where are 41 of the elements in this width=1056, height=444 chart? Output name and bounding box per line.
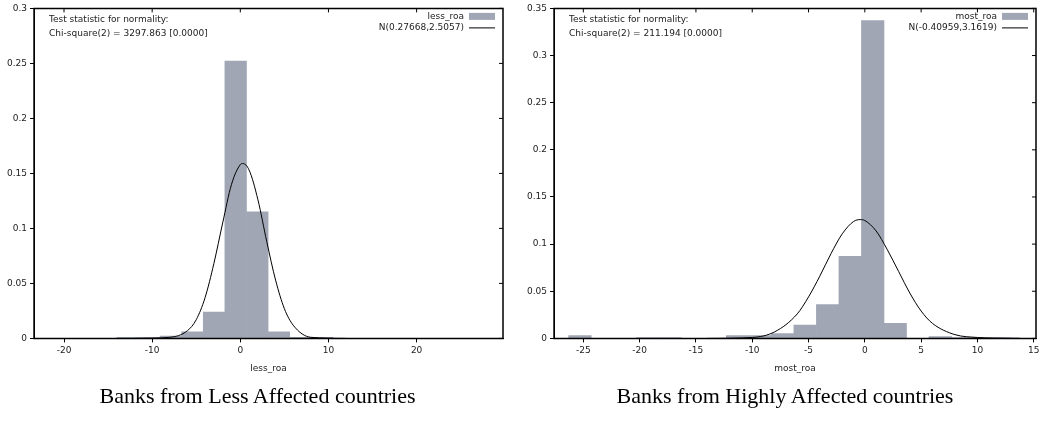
y-tick-label: 0.2 xyxy=(532,144,548,155)
y-tick-label: 0.05 xyxy=(526,285,548,296)
x-tick-label: 5 xyxy=(918,345,925,356)
legend-label: less_roa xyxy=(427,10,464,21)
annotation: Test statistic for normality: xyxy=(48,13,169,24)
y-tick-label: 0.1 xyxy=(532,238,548,249)
x-tick-label: -5 xyxy=(804,345,814,356)
y-tick-label: 0.15 xyxy=(526,191,548,202)
x-tick-label: -20 xyxy=(632,345,648,356)
x-tick-label: -10 xyxy=(144,345,160,356)
x-tick-label: 20 xyxy=(410,345,423,356)
x-tick-label: 0 xyxy=(861,345,868,356)
y-tick-label: 0 xyxy=(21,332,28,343)
legend-label: most_roa xyxy=(955,10,997,21)
annotation: Chi-square(2) = 3297.863 [0.0000] xyxy=(49,27,208,38)
x-tick-label: -10 xyxy=(744,345,760,356)
text: Banks from Highly Affected countries xyxy=(615,383,955,409)
x-tick-label: 15 xyxy=(1028,345,1040,356)
y-tick-label: 0.35 xyxy=(526,2,548,13)
annotation: Chi-square(2) = 211.194 [0.0000] xyxy=(569,27,723,38)
y-tick-label: 0.05 xyxy=(6,277,28,288)
y-tick-label: 0.1 xyxy=(12,222,28,233)
text: Banks from Less Affected countries xyxy=(98,383,417,409)
y-tick-label: 0.3 xyxy=(12,2,28,13)
x-tick-label: 10 xyxy=(322,345,335,356)
x-tick-label: -25 xyxy=(575,345,591,356)
y-tick-label: 0 xyxy=(541,332,548,343)
annotation: Test statistic for normality: xyxy=(568,13,689,24)
x-axis-title: less_roa xyxy=(250,362,287,373)
y-tick-label: 0.2 xyxy=(12,112,28,123)
y-tick-label: 0.25 xyxy=(6,57,28,68)
y-tick-label: 0.15 xyxy=(6,167,28,178)
x-tick-label: 0 xyxy=(237,345,244,356)
y-tick-label: 0.25 xyxy=(526,97,548,108)
legend-label: N(0.27668,2.5057) xyxy=(378,21,464,32)
x-axis-title: most_roa xyxy=(774,362,816,373)
x-tick-label: -15 xyxy=(688,345,704,356)
x-tick-label: -20 xyxy=(56,345,72,356)
y-tick-label: 0.3 xyxy=(532,49,548,60)
x-tick-label: 10 xyxy=(971,345,984,356)
legend-label: N(-0.40959,3.1619) xyxy=(908,21,997,32)
